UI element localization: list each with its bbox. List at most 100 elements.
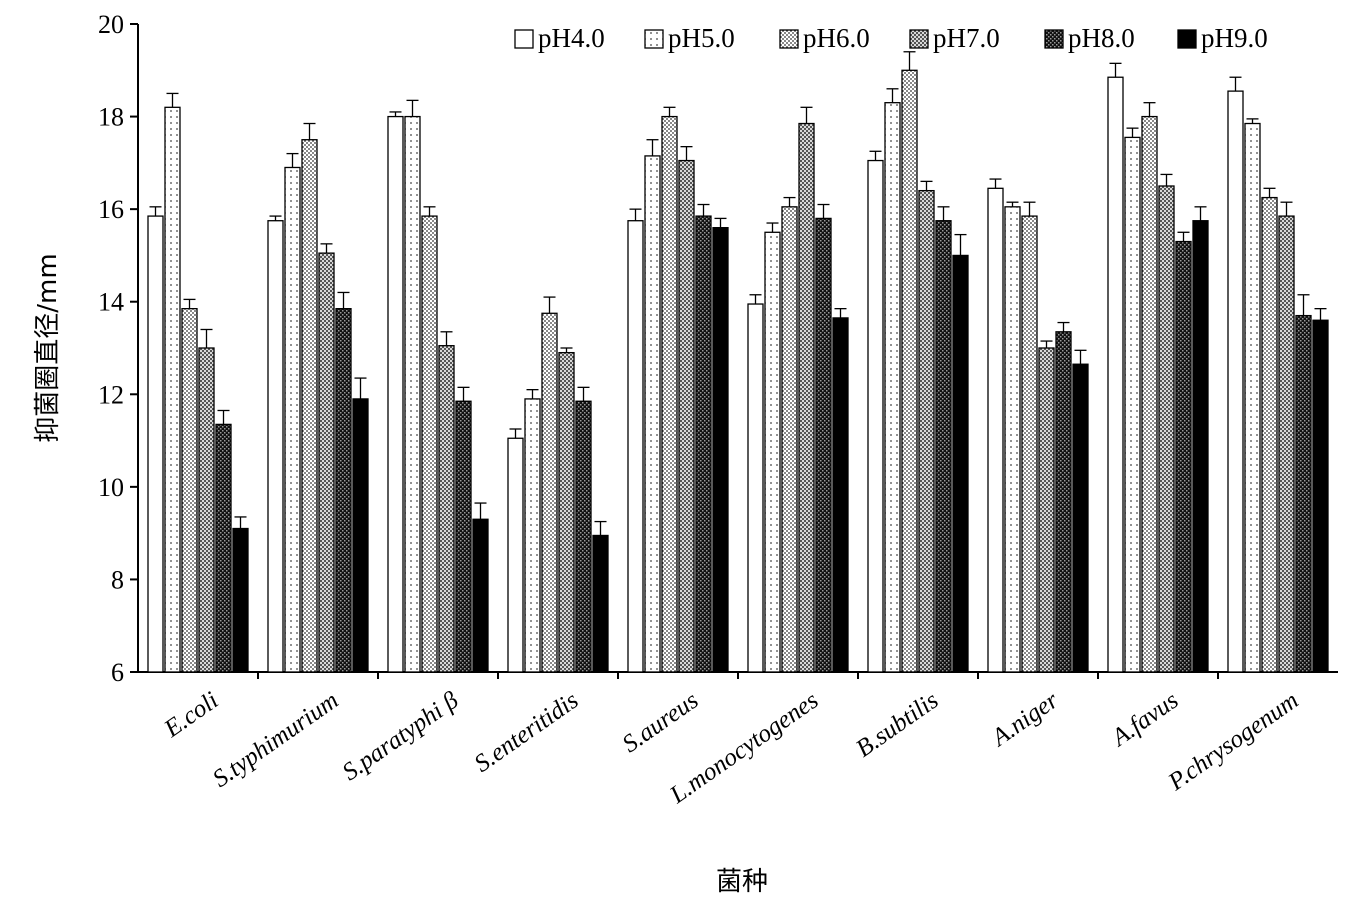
bar: [832, 317, 849, 673]
legend-swatch: [514, 29, 534, 49]
bar: [335, 308, 352, 673]
y-tick-label: 8: [111, 565, 124, 594]
y-tick-label: 16: [98, 195, 124, 224]
bar: [901, 69, 918, 673]
bar: [524, 398, 541, 673]
bar: [644, 155, 661, 673]
bar: [472, 518, 489, 673]
bar: [1295, 314, 1312, 673]
bar: [867, 159, 884, 673]
legend-item: pH7.0: [909, 23, 1000, 53]
bar: [352, 398, 369, 673]
bar: [301, 139, 318, 673]
bar: [884, 102, 901, 673]
x-axis-title: 菌种: [716, 867, 768, 897]
bar: [1072, 363, 1089, 673]
legend: pH4.0 pH5.0 pH6.0 pH7.0 pH8.0 pH9.0: [514, 23, 1268, 53]
bar: [404, 115, 421, 673]
legend-swatch: [1177, 29, 1197, 49]
x-tick-label: S.enteritidis: [470, 687, 584, 778]
y-tick-label: 6: [111, 658, 124, 687]
bar: [661, 115, 678, 673]
bar: [575, 400, 592, 673]
x-tick-label: A.niger: [985, 687, 1063, 753]
bar: [627, 220, 644, 673]
bar: [1312, 319, 1329, 673]
legend-label: pH4.0: [538, 23, 605, 53]
bar: [1141, 115, 1158, 673]
legend-label: pH6.0: [803, 23, 870, 53]
legend-item: pH4.0: [514, 23, 605, 53]
legend-item: pH5.0: [644, 23, 735, 53]
x-tick-label: B.subtilis: [851, 687, 943, 763]
bar: [421, 215, 438, 673]
bar: [267, 220, 284, 673]
bar: [1244, 122, 1261, 673]
bar: [678, 159, 695, 673]
bar: [1107, 76, 1124, 673]
bar: [1158, 185, 1175, 673]
legend-label: pH9.0: [1201, 23, 1268, 53]
y-tick-label: 18: [98, 103, 124, 132]
bar: [164, 106, 181, 673]
bar: [1038, 347, 1055, 673]
bar: [147, 215, 164, 673]
bar: [1021, 215, 1038, 673]
bar: [952, 254, 969, 673]
bars: [147, 51, 1329, 673]
y-tick-label: 20: [98, 10, 124, 39]
bar: [455, 400, 472, 673]
bar: [1055, 331, 1072, 673]
bar: [558, 351, 575, 673]
bar: [507, 437, 524, 673]
bar: [592, 534, 609, 673]
bar: [541, 312, 558, 673]
bar: [1192, 220, 1209, 673]
legend-swatch: [1044, 29, 1064, 49]
x-tick-label: S.typhimurium: [208, 687, 344, 793]
legend-swatch: [909, 29, 929, 49]
bar: [918, 189, 935, 673]
bar: [1278, 215, 1295, 673]
bar: [1227, 90, 1244, 673]
bar: [1261, 196, 1278, 673]
legend-swatch: [779, 29, 799, 49]
x-tick-label: A.favus: [1105, 687, 1183, 753]
bar: [1124, 136, 1141, 673]
legend-item: pH8.0: [1044, 23, 1135, 53]
bar: [935, 220, 952, 673]
y-axis-title: 抑菌圈直径/mm: [33, 253, 63, 442]
bar: [798, 122, 815, 673]
legend-item: pH6.0: [779, 23, 870, 53]
x-tick-label: P.chrysogenum: [1163, 687, 1303, 797]
bar: [764, 231, 781, 673]
x-tick-label: S.paratyphi β: [338, 686, 464, 786]
x-tick-label: E.coli: [159, 687, 224, 744]
bar: [1175, 240, 1192, 673]
bar: [987, 187, 1004, 673]
bar: [232, 527, 249, 673]
bar: [284, 166, 301, 673]
bar: [1004, 206, 1021, 673]
bar: [215, 423, 232, 673]
legend-label: pH7.0: [933, 23, 1000, 53]
legend-item: pH9.0: [1177, 23, 1268, 53]
bar: [815, 217, 832, 673]
y-tick-label: 10: [98, 473, 124, 502]
legend-swatch: [644, 29, 664, 49]
x-tick-label: S.aureus: [618, 687, 704, 758]
legend-label: pH5.0: [668, 23, 735, 53]
bar: [747, 303, 764, 673]
bar: [198, 347, 215, 673]
bar: [181, 308, 198, 673]
bar: [781, 206, 798, 673]
bar: [387, 115, 404, 673]
bar: [438, 345, 455, 673]
bar: [318, 252, 335, 673]
bar: [712, 227, 729, 673]
y-tick-label: 14: [98, 288, 124, 317]
y-tick-label: 12: [98, 380, 124, 409]
bar: [695, 215, 712, 673]
